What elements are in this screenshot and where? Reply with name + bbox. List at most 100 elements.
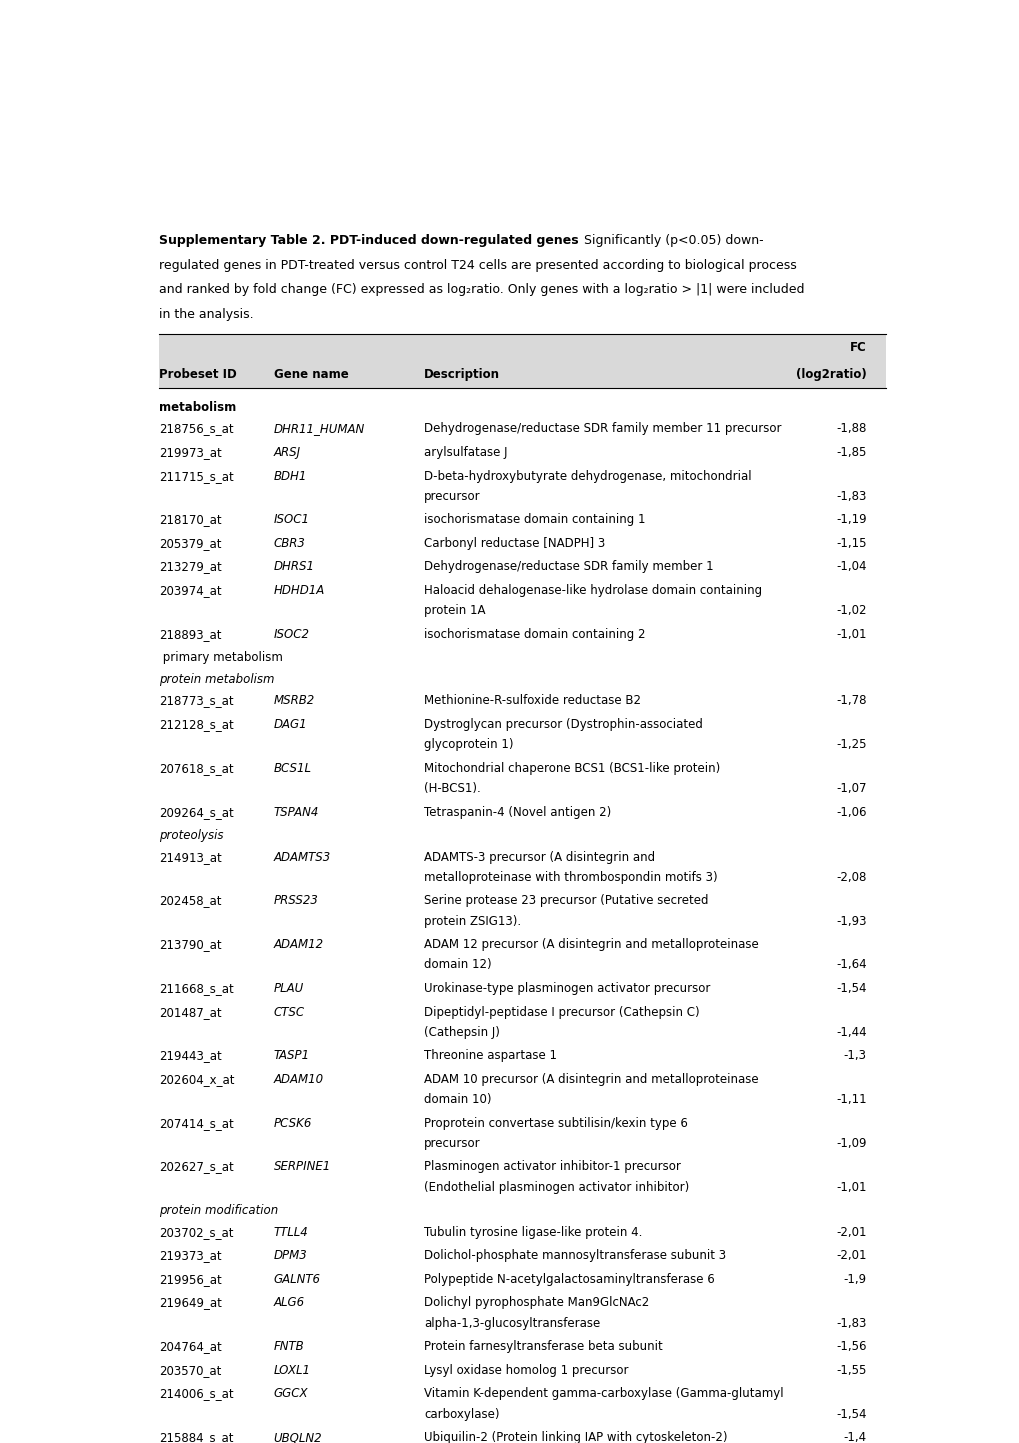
Text: ADAM 10 precursor (A disintegrin and metalloproteinase: ADAM 10 precursor (A disintegrin and met… [424, 1074, 758, 1087]
Text: in the analysis.: in the analysis. [159, 307, 254, 320]
Text: PLAU: PLAU [273, 983, 304, 996]
Text: protein modification: protein modification [159, 1205, 278, 1218]
Text: -1,54: -1,54 [836, 983, 866, 996]
Text: regulated genes in PDT-treated versus control T24 cells are presented according : regulated genes in PDT-treated versus co… [159, 258, 796, 271]
Text: 218773_s_at: 218773_s_at [159, 694, 233, 707]
Text: -1,56: -1,56 [836, 1341, 866, 1354]
Text: -1,64: -1,64 [836, 958, 866, 971]
Text: primary metabolism: primary metabolism [159, 651, 282, 664]
Text: Polypeptide N-acetylgalactosaminyltransferase 6: Polypeptide N-acetylgalactosaminyltransf… [424, 1273, 714, 1286]
Text: -1,88: -1,88 [836, 423, 866, 436]
Text: 218756_s_at: 218756_s_at [159, 423, 233, 436]
Text: Vitamin K-dependent gamma-carboxylase (Gamma-glutamyl: Vitamin K-dependent gamma-carboxylase (G… [424, 1387, 783, 1400]
Text: Haloacid dehalogenase-like hydrolase domain containing: Haloacid dehalogenase-like hydrolase dom… [424, 584, 761, 597]
Text: Dehydrogenase/reductase SDR family member 11 precursor: Dehydrogenase/reductase SDR family membe… [424, 423, 781, 436]
Text: domain 10): domain 10) [424, 1094, 491, 1107]
Text: Tubulin tyrosine ligase-like protein 4.: Tubulin tyrosine ligase-like protein 4. [424, 1225, 642, 1240]
Text: Proprotein convertase subtilisin/kexin type 6: Proprotein convertase subtilisin/kexin t… [424, 1117, 687, 1130]
Text: SERPINE1: SERPINE1 [273, 1160, 331, 1173]
Text: -1,19: -1,19 [836, 514, 866, 527]
Text: UBQLN2: UBQLN2 [273, 1431, 322, 1443]
Text: (H-BCS1).: (H-BCS1). [424, 782, 480, 795]
Text: precursor: precursor [424, 1137, 480, 1150]
Text: (log2ratio): (log2ratio) [795, 368, 866, 381]
Text: Significantly (p<0.05) down-: Significantly (p<0.05) down- [575, 234, 762, 247]
Text: 215884_s_at: 215884_s_at [159, 1431, 233, 1443]
Text: HDHD1A: HDHD1A [273, 584, 325, 597]
Text: PRSS23: PRSS23 [273, 895, 318, 908]
Text: 203570_at: 203570_at [159, 1364, 221, 1377]
Text: Dystroglycan precursor (Dystrophin-associated: Dystroglycan precursor (Dystrophin-assoc… [424, 719, 702, 732]
Text: -1,9: -1,9 [843, 1273, 866, 1286]
Text: Urokinase-type plasminogen activator precursor: Urokinase-type plasminogen activator pre… [424, 983, 709, 996]
Text: 202627_s_at: 202627_s_at [159, 1160, 233, 1173]
Text: 219443_at: 219443_at [159, 1049, 222, 1062]
Text: 203702_s_at: 203702_s_at [159, 1225, 233, 1240]
Text: Protein farnesyltransferase beta subunit: Protein farnesyltransferase beta subunit [424, 1341, 662, 1354]
Text: protein metabolism: protein metabolism [159, 672, 274, 685]
Text: 214913_at: 214913_at [159, 851, 222, 864]
Text: Gene name: Gene name [273, 368, 348, 381]
Text: Dehydrogenase/reductase SDR family member 1: Dehydrogenase/reductase SDR family membe… [424, 560, 713, 573]
Text: -1,01: -1,01 [836, 1180, 866, 1193]
Text: LOXL1: LOXL1 [273, 1364, 311, 1377]
Text: -1,55: -1,55 [836, 1364, 866, 1377]
Text: ISOC2: ISOC2 [273, 628, 310, 641]
Text: ADAM 12 precursor (A disintegrin and metalloproteinase: ADAM 12 precursor (A disintegrin and met… [424, 938, 758, 951]
Text: 201487_at: 201487_at [159, 1006, 221, 1019]
Text: -1,78: -1,78 [836, 694, 866, 707]
Text: (Endothelial plasminogen activator inhibitor): (Endothelial plasminogen activator inhib… [424, 1180, 689, 1193]
Text: alpha-1,3-glucosyltransferase: alpha-1,3-glucosyltransferase [424, 1316, 599, 1329]
Text: DHRS1: DHRS1 [273, 560, 315, 573]
Text: 213790_at: 213790_at [159, 938, 221, 951]
Text: ADAM12: ADAM12 [273, 938, 324, 951]
Text: CBR3: CBR3 [273, 537, 306, 550]
Text: -1,93: -1,93 [836, 915, 866, 928]
Text: -1,07: -1,07 [836, 782, 866, 795]
Text: protein 1A: protein 1A [424, 605, 485, 618]
Text: BCS1L: BCS1L [273, 762, 312, 775]
Text: ADAMTS-3 precursor (A disintegrin and: ADAMTS-3 precursor (A disintegrin and [424, 851, 654, 864]
Text: TTLL4: TTLL4 [273, 1225, 308, 1240]
Text: Serine protease 23 precursor (Putative secreted: Serine protease 23 precursor (Putative s… [424, 895, 708, 908]
Text: carboxylase): carboxylase) [424, 1407, 499, 1420]
Text: GGCX: GGCX [273, 1387, 308, 1400]
Text: BDH1: BDH1 [273, 469, 307, 482]
Text: 214006_s_at: 214006_s_at [159, 1387, 233, 1400]
Text: -1,85: -1,85 [836, 446, 866, 459]
Text: DHR11_HUMAN: DHR11_HUMAN [273, 423, 365, 436]
Text: ALG6: ALG6 [273, 1296, 305, 1309]
Text: -1,06: -1,06 [836, 805, 866, 818]
Text: Dolichol-phosphate mannosyltransferase subunit 3: Dolichol-phosphate mannosyltransferase s… [424, 1250, 726, 1263]
Text: -2,08: -2,08 [836, 872, 866, 885]
Text: -1,83: -1,83 [836, 1316, 866, 1329]
Text: ISOC1: ISOC1 [273, 514, 310, 527]
Text: FNTB: FNTB [273, 1341, 304, 1354]
Text: 209264_s_at: 209264_s_at [159, 805, 233, 818]
Text: and ranked by fold change (FC) expressed as log₂ratio. Only genes with a log₂rat: and ranked by fold change (FC) expressed… [159, 283, 804, 296]
Text: precursor: precursor [424, 489, 480, 502]
Text: ARSJ: ARSJ [273, 446, 301, 459]
Text: -1,01: -1,01 [836, 628, 866, 641]
Bar [159, 335, 886, 388]
Text: -1,3: -1,3 [843, 1049, 866, 1062]
Text: 218893_at: 218893_at [159, 628, 221, 641]
Text: FC: FC [849, 341, 866, 354]
Text: Ubiquilin-2 (Protein linking IAP with cytoskeleton-2): Ubiquilin-2 (Protein linking IAP with cy… [424, 1431, 727, 1443]
Text: protein ZSIG13).: protein ZSIG13). [424, 915, 521, 928]
Text: 211668_s_at: 211668_s_at [159, 983, 233, 996]
Text: 202458_at: 202458_at [159, 895, 221, 908]
Text: TASP1: TASP1 [273, 1049, 310, 1062]
Text: 204764_at: 204764_at [159, 1341, 222, 1354]
Text: PCSK6: PCSK6 [273, 1117, 312, 1130]
Text: metalloproteinase with thrombospondin motifs 3): metalloproteinase with thrombospondin mo… [424, 872, 716, 885]
Text: Dipeptidyl-peptidase I precursor (Cathepsin C): Dipeptidyl-peptidase I precursor (Cathep… [424, 1006, 699, 1019]
Text: 211715_s_at: 211715_s_at [159, 469, 233, 482]
Text: 219956_at: 219956_at [159, 1273, 222, 1286]
Text: 205379_at: 205379_at [159, 537, 221, 550]
Text: Methionine-R-sulfoxide reductase B2: Methionine-R-sulfoxide reductase B2 [424, 694, 640, 707]
Text: ADAMTS3: ADAMTS3 [273, 851, 331, 864]
Text: 212128_s_at: 212128_s_at [159, 719, 233, 732]
Text: 207414_s_at: 207414_s_at [159, 1117, 233, 1130]
Text: GALNT6: GALNT6 [273, 1273, 320, 1286]
